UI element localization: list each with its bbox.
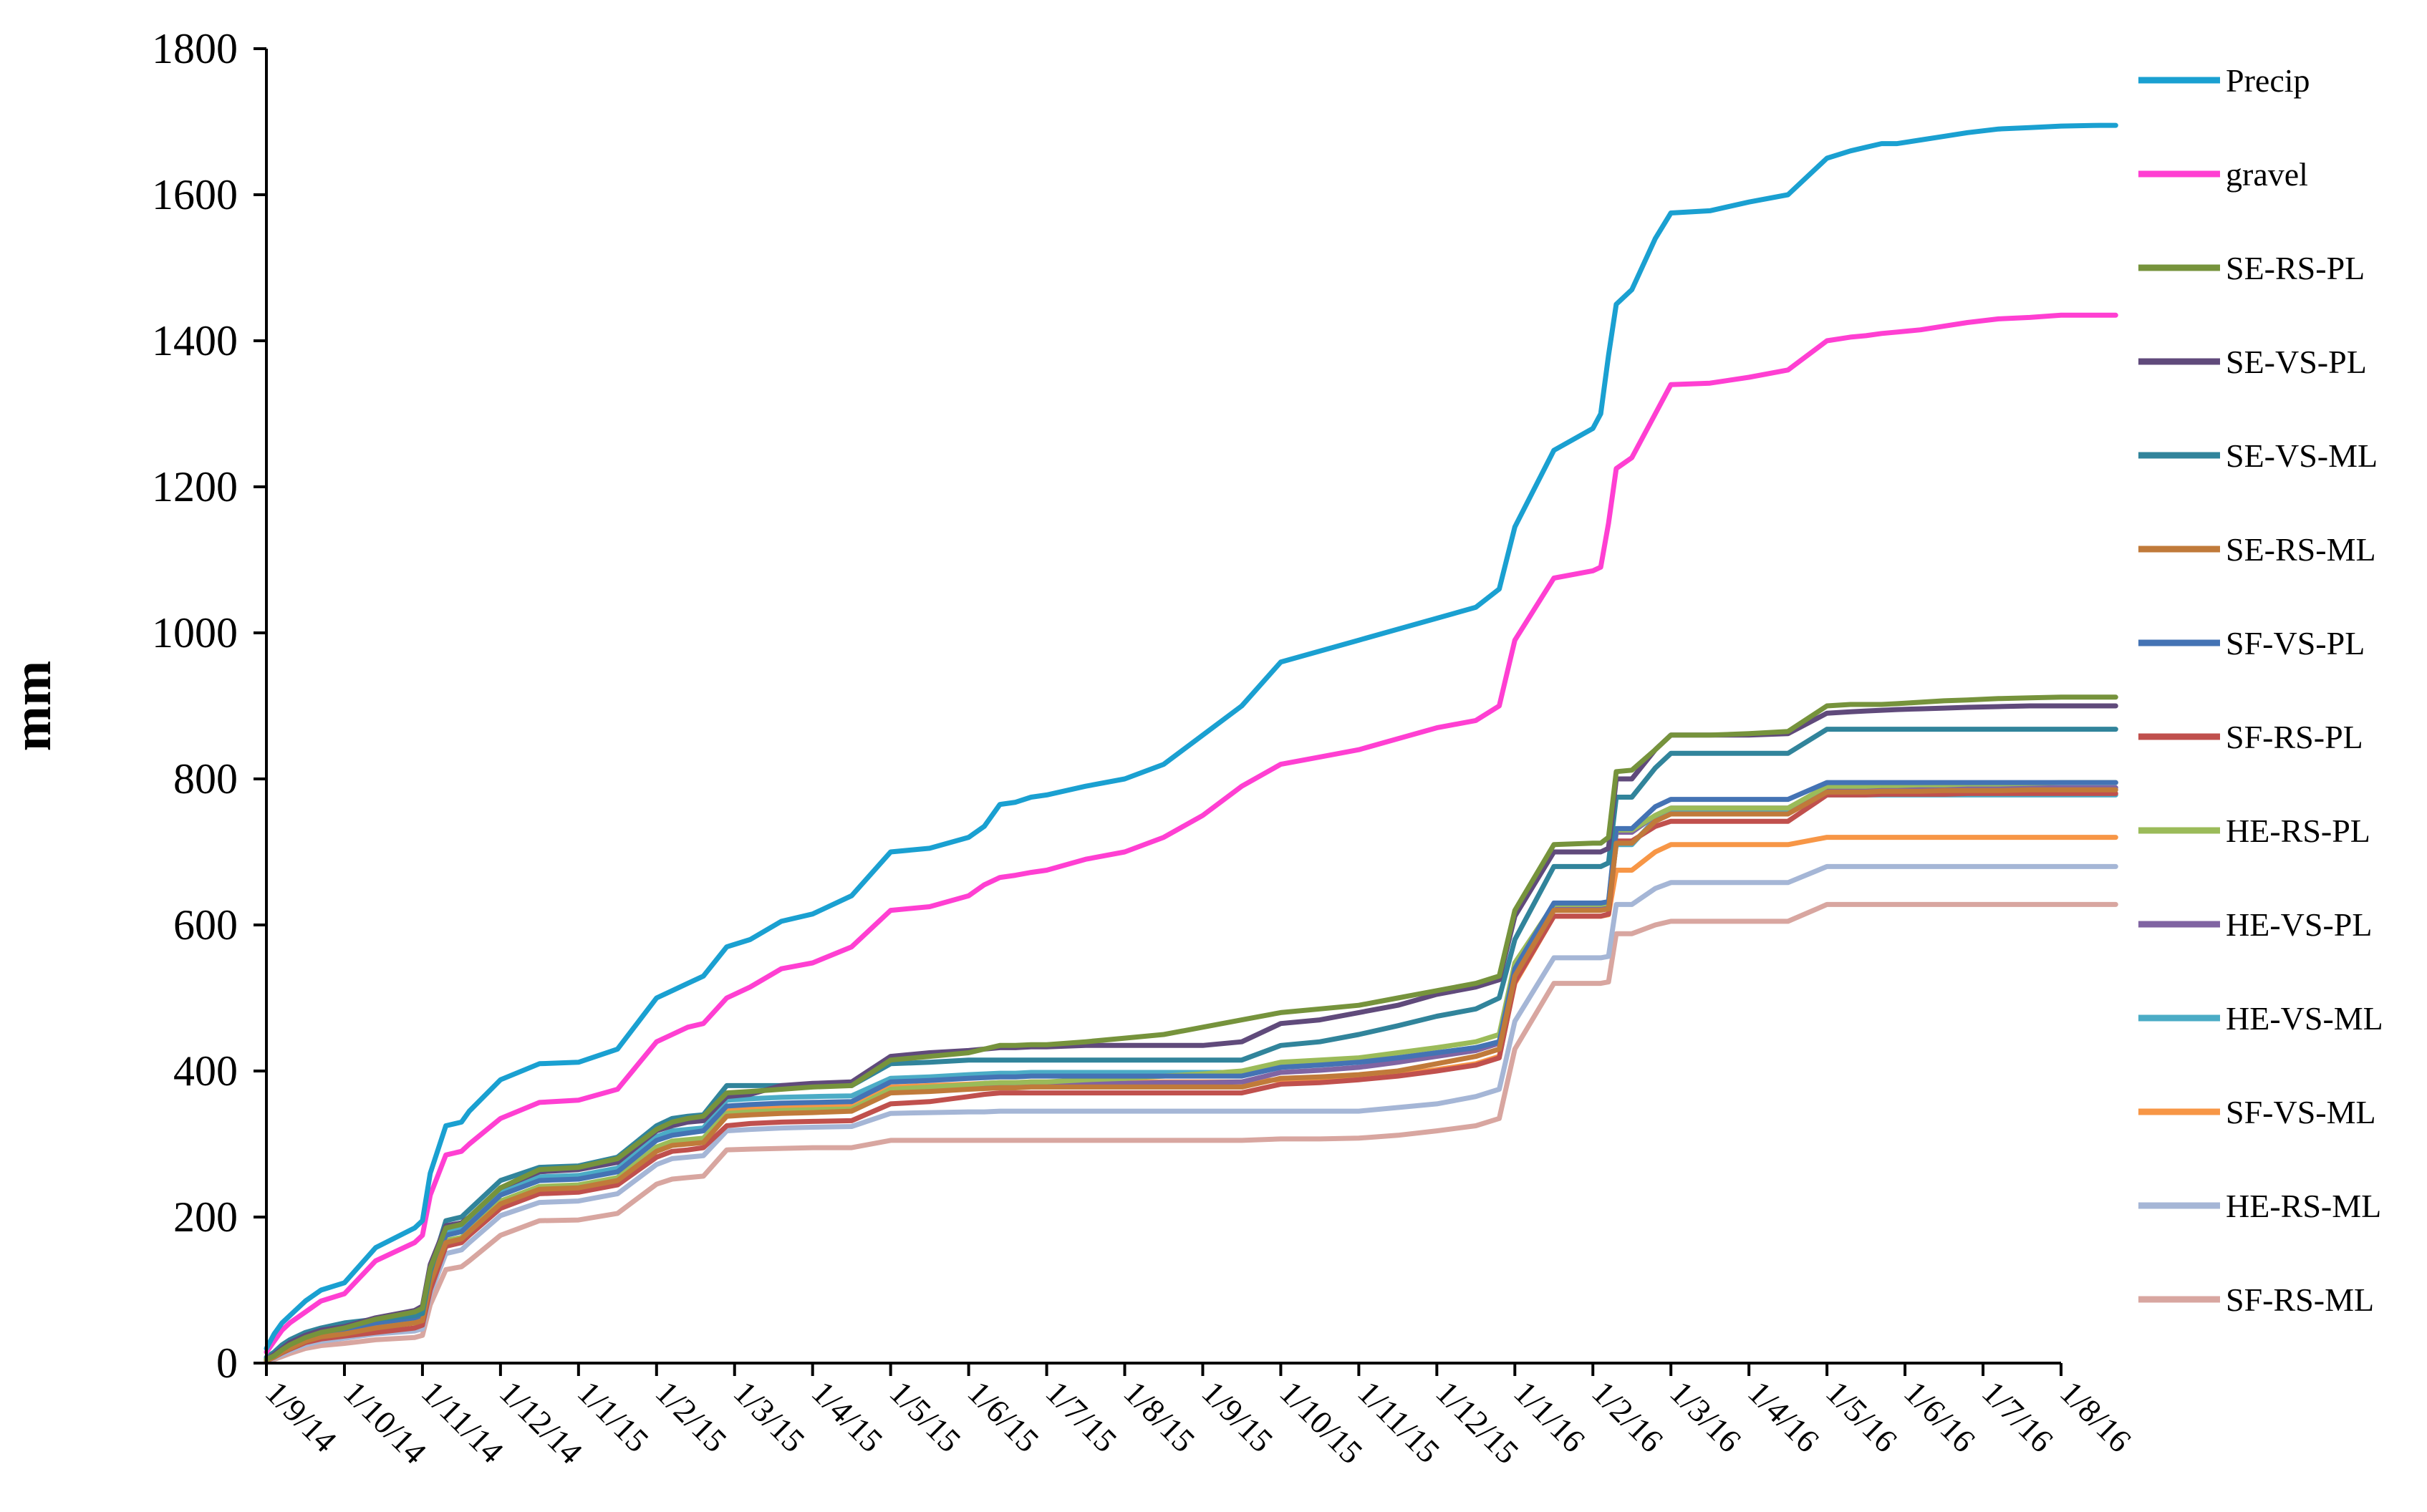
- legend-label: Precip: [2226, 62, 2310, 99]
- x-tick-label: 1/10/15: [1273, 1374, 1369, 1470]
- series-line-se-rs-ml: [264, 787, 2118, 1363]
- x-tick-label: 1/11/14: [415, 1374, 511, 1470]
- legend-label: SE-VS-PL: [2226, 344, 2367, 380]
- legend-label: HE-RS-ML: [2226, 1188, 2381, 1224]
- legend-label: SE-VS-ML: [2226, 437, 2378, 474]
- legend-label: SF-VS-ML: [2226, 1094, 2376, 1130]
- y-tick-label: 1800: [152, 25, 238, 72]
- y-tick-label: 1400: [152, 317, 238, 364]
- x-tick-label: 1/5/15: [883, 1374, 968, 1459]
- legend-label: SE-RS-PL: [2226, 250, 2365, 286]
- series-line-sf-vs-pl: [264, 780, 2118, 1362]
- legend-label: SE-RS-ML: [2226, 531, 2376, 568]
- y-axis-ticks: 0 200 400 600 800 1000 1200 1400 1600 1800: [152, 25, 266, 1387]
- series-line-sf-rs-ml: [264, 901, 2118, 1365]
- legend-item: SF-VS-ML: [2138, 1094, 2376, 1130]
- x-tick-label: 1/8/16: [2053, 1374, 2138, 1459]
- x-tick-label: 1/12/15: [1429, 1374, 1525, 1470]
- x-axis-ticks: 1/9/141/10/141/11/141/12/141/1/151/2/151…: [259, 1363, 2138, 1470]
- series-layer: [264, 122, 2118, 1365]
- legend-label: SF-VS-PL: [2226, 625, 2365, 662]
- x-tick-label: 1/7/16: [1975, 1374, 2060, 1459]
- x-tick-label: 1/2/15: [649, 1374, 734, 1459]
- legend-item: SE-RS-PL: [2138, 250, 2365, 286]
- x-tick-label: 1/10/14: [337, 1374, 433, 1470]
- legend-item: HE-VS-ML: [2138, 1000, 2383, 1037]
- series-line-he-rs-ml: [264, 863, 2118, 1364]
- x-tick-label: 1/6/15: [961, 1374, 1046, 1459]
- legend-label: SF-RS-ML: [2226, 1281, 2374, 1318]
- legend-item: SF-VS-PL: [2138, 625, 2365, 662]
- legend-item: Precip: [2138, 62, 2310, 99]
- x-tick-label: 1/9/15: [1195, 1374, 1280, 1459]
- axes: [265, 49, 2061, 1365]
- x-tick-label: 1/2/16: [1585, 1374, 1670, 1459]
- legend-item: SE-VS-ML: [2138, 437, 2378, 474]
- series-line-gravel: [264, 312, 2118, 1355]
- legend-label: SF-RS-PL: [2226, 719, 2363, 755]
- y-tick-label: 1200: [152, 463, 238, 510]
- y-tick-label: 1600: [152, 171, 238, 218]
- series-line-se-vs-pl: [264, 703, 2118, 1362]
- x-tick-label: 1/3/15: [727, 1374, 812, 1459]
- legend-item: HE-VS-PL: [2138, 906, 2372, 943]
- x-tick-label: 1/7/15: [1038, 1374, 1124, 1459]
- y-tick-label: 800: [173, 755, 238, 803]
- x-tick-label: 1/5/16: [1819, 1374, 1904, 1459]
- y-axis-title: mm: [2, 661, 62, 752]
- y-tick-label: 200: [173, 1193, 238, 1241]
- legend-item: HE-RS-ML: [2138, 1188, 2381, 1224]
- x-tick-label: 1/3/16: [1663, 1374, 1748, 1459]
- x-tick-label: 1/11/15: [1351, 1374, 1447, 1470]
- x-tick-label: 1/4/16: [1741, 1374, 1826, 1459]
- y-tick-label: 1000: [152, 609, 238, 656]
- series-line-se-rs-pl: [264, 694, 2118, 1362]
- legend-label: HE-RS-PL: [2226, 813, 2370, 849]
- y-tick-label: 400: [173, 1047, 238, 1095]
- series-line-sf-vs-ml: [264, 835, 2118, 1362]
- series-line-se-vs-ml: [264, 727, 2118, 1360]
- legend: Precip gravel SE-RS-PL SE-VS-PL SE-VS-ML SE-R…: [2138, 62, 2383, 1318]
- legend-label: HE-VS-ML: [2226, 1000, 2383, 1037]
- legend-item: SE-RS-ML: [2138, 531, 2376, 568]
- x-tick-label: 1/8/15: [1116, 1374, 1202, 1459]
- series-line-sf-rs-pl: [264, 790, 2118, 1364]
- x-tick-label: 1/9/14: [259, 1374, 344, 1459]
- legend-label: HE-VS-PL: [2226, 906, 2372, 943]
- legend-item: gravel: [2138, 156, 2308, 193]
- x-tick-label: 1/6/16: [1897, 1374, 1982, 1459]
- x-tick-label: 1/12/14: [493, 1374, 589, 1470]
- y-tick-label: 0: [216, 1339, 238, 1387]
- legend-label: gravel: [2226, 156, 2308, 193]
- series-line-precip: [264, 122, 2118, 1352]
- x-tick-label: 1/4/15: [805, 1374, 890, 1459]
- legend-item: HE-RS-PL: [2138, 813, 2370, 849]
- legend-item: SE-VS-PL: [2138, 344, 2367, 380]
- legend-item: SF-RS-ML: [2138, 1281, 2374, 1318]
- y-tick-label: 600: [173, 901, 238, 949]
- legend-item: SF-RS-PL: [2138, 719, 2363, 755]
